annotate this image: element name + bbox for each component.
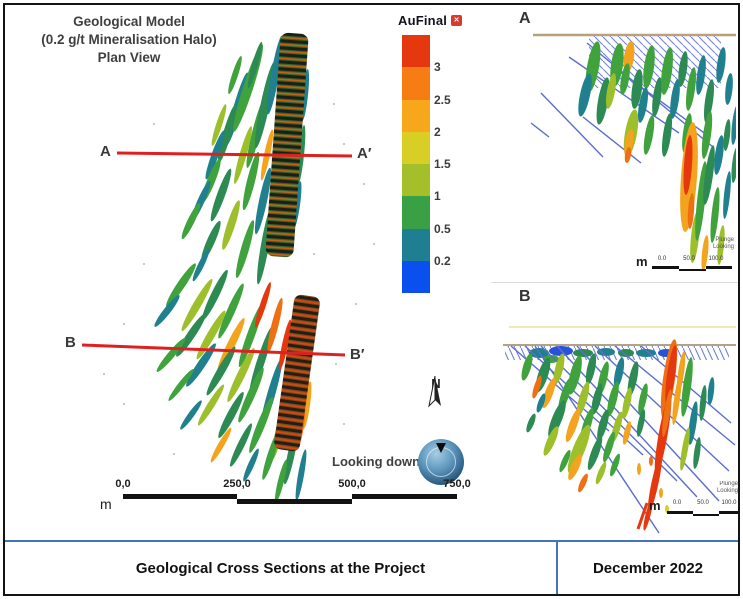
legend-title: AuFinal (398, 13, 448, 28)
legend-tick-label: 2 (434, 124, 441, 139)
plan-view-graphic (81, 32, 375, 503)
legend-tick-label: 0.2 (434, 253, 451, 268)
legend-tick-label: 0.5 (434, 221, 451, 236)
caption-bar: Geological Cross Sections at the Project… (5, 540, 738, 594)
scale-tick-label: 0.0 (657, 256, 667, 262)
section-b-scale-bar: m 0.0 50.0 100.0 (649, 497, 738, 523)
plan-title: Geological Model (0.2 g/t Mineralisation… (23, 13, 235, 67)
scale-segment (652, 266, 679, 269)
note-looking: Looking (712, 244, 734, 250)
note-looking: Looking (716, 488, 738, 494)
scale-tick-label: 50.0 (697, 500, 709, 506)
plan-view-panel: Geological Model (0.2 g/t Mineralisation… (5, 5, 491, 539)
section-a-view-note: Plunge Looking (713, 237, 734, 251)
section-b-view-note: Plunge Looking (708, 481, 738, 495)
scale-segment (123, 494, 237, 499)
plan-drilled-column-upper (265, 32, 309, 258)
caption-date: December 2022 (592, 559, 704, 577)
legend-ticks: 3 2.5 2 1.5 1 0.5 0.2 (434, 35, 474, 293)
section-line-a-start-label: A (100, 143, 111, 160)
plan-title-line-1: Geological Model (73, 14, 185, 29)
figure-body: Geological Model (0.2 g/t Mineralisation… (5, 5, 738, 540)
plan-title-line-2: (0.2 g/t Mineralisation Halo) (41, 32, 217, 47)
caption-divider (556, 542, 558, 594)
scale-tick-label: 500,0 (338, 478, 366, 490)
section-line-a (116, 151, 353, 158)
scale-tick-label: 0.0 (672, 500, 682, 506)
legend-band (402, 131, 430, 164)
section-b-graphic (503, 326, 736, 534)
scale-tick-label: 100.0 (708, 256, 724, 262)
scale-segment (719, 511, 738, 514)
cross-section-b-panel: B Plunge Looking m 0.0 50.0 100.0 (491, 283, 738, 540)
looking-down-label: Looking down (332, 454, 421, 469)
note-plunge: Plunge (715, 237, 734, 243)
section-a-scale-bar: m 0.0 50.0 100.0 (636, 253, 738, 279)
north-arrow-icon (428, 376, 441, 408)
legend-color-bar (402, 35, 430, 293)
legend-band (402, 260, 430, 293)
section-b-scale-unit: m (649, 498, 661, 513)
scale-segment (679, 268, 706, 271)
legend-tick-label: 1 (434, 189, 441, 204)
legend-band (402, 35, 430, 68)
section-a-mineralisation (578, 41, 736, 271)
plan-scale-bar: m 0,0 250,0 500,0 750,0 (100, 478, 480, 512)
plan-drilled-column-lower (274, 294, 320, 452)
legend-band (402, 228, 430, 261)
section-a-label: A (519, 10, 531, 27)
plan-title-line-3: Plan View (97, 50, 161, 65)
au-legend: AuFinal ✕ 3 2.5 2 1.5 1 0.5 0.2 (398, 13, 486, 293)
legend-tick-label: 1.5 (434, 157, 451, 171)
legend-band (402, 196, 430, 229)
scale-segment (237, 499, 352, 504)
caption-title: Geological Cross Sections at the Project (135, 559, 426, 577)
scale-segment (693, 513, 719, 516)
section-a-scale-unit: m (636, 254, 648, 269)
down-pointer-icon (436, 443, 446, 453)
legend-band (402, 67, 430, 100)
legend-band (402, 99, 430, 132)
red-dyke-tip (636, 502, 649, 530)
legend-band (402, 164, 430, 197)
cross-section-a-panel: A Plunge Looking m 0.0 50.0 100.0 (491, 5, 738, 283)
section-line-b-end-label: B′ (350, 346, 365, 363)
cross-sections-column: A Plunge Looking m 0.0 50.0 100.0 (491, 5, 738, 540)
legend-header: AuFinal ✕ (398, 13, 486, 28)
scale-tick-label: 0,0 (115, 478, 131, 490)
figure-frame: Geological Model (0.2 g/t Mineralisation… (3, 3, 740, 596)
section-line-b-start-label: B (65, 334, 76, 351)
scale-tick-label: 750,0 (443, 478, 471, 490)
scale-tick-label: 50.0 (683, 256, 695, 262)
section-b-label: B (519, 288, 531, 305)
scale-tick-label: 250,0 (223, 478, 251, 490)
scale-tick-label: 100.0 (721, 500, 737, 506)
section-line-b (81, 343, 346, 357)
subsurface-patches (529, 346, 674, 363)
legend-tick-label: 3 (434, 60, 441, 75)
section-line-a-end-label: A′ (357, 145, 372, 162)
section-a-graphic (530, 33, 736, 271)
plan-scale-unit: m (100, 496, 112, 512)
globe-view-icon (418, 439, 464, 485)
speckle-dots (103, 103, 375, 455)
scale-segment (706, 266, 732, 269)
section-b-mineralisation (521, 339, 715, 531)
note-plunge: Plunge (719, 481, 738, 487)
scale-segment (667, 511, 693, 514)
legend-tick-label: 2.5 (434, 92, 451, 107)
plan-lower-mineralisation (154, 263, 312, 503)
legend-close-icon[interactable]: ✕ (451, 15, 463, 26)
north-arrow: N (426, 376, 446, 408)
scale-segment (352, 494, 457, 499)
